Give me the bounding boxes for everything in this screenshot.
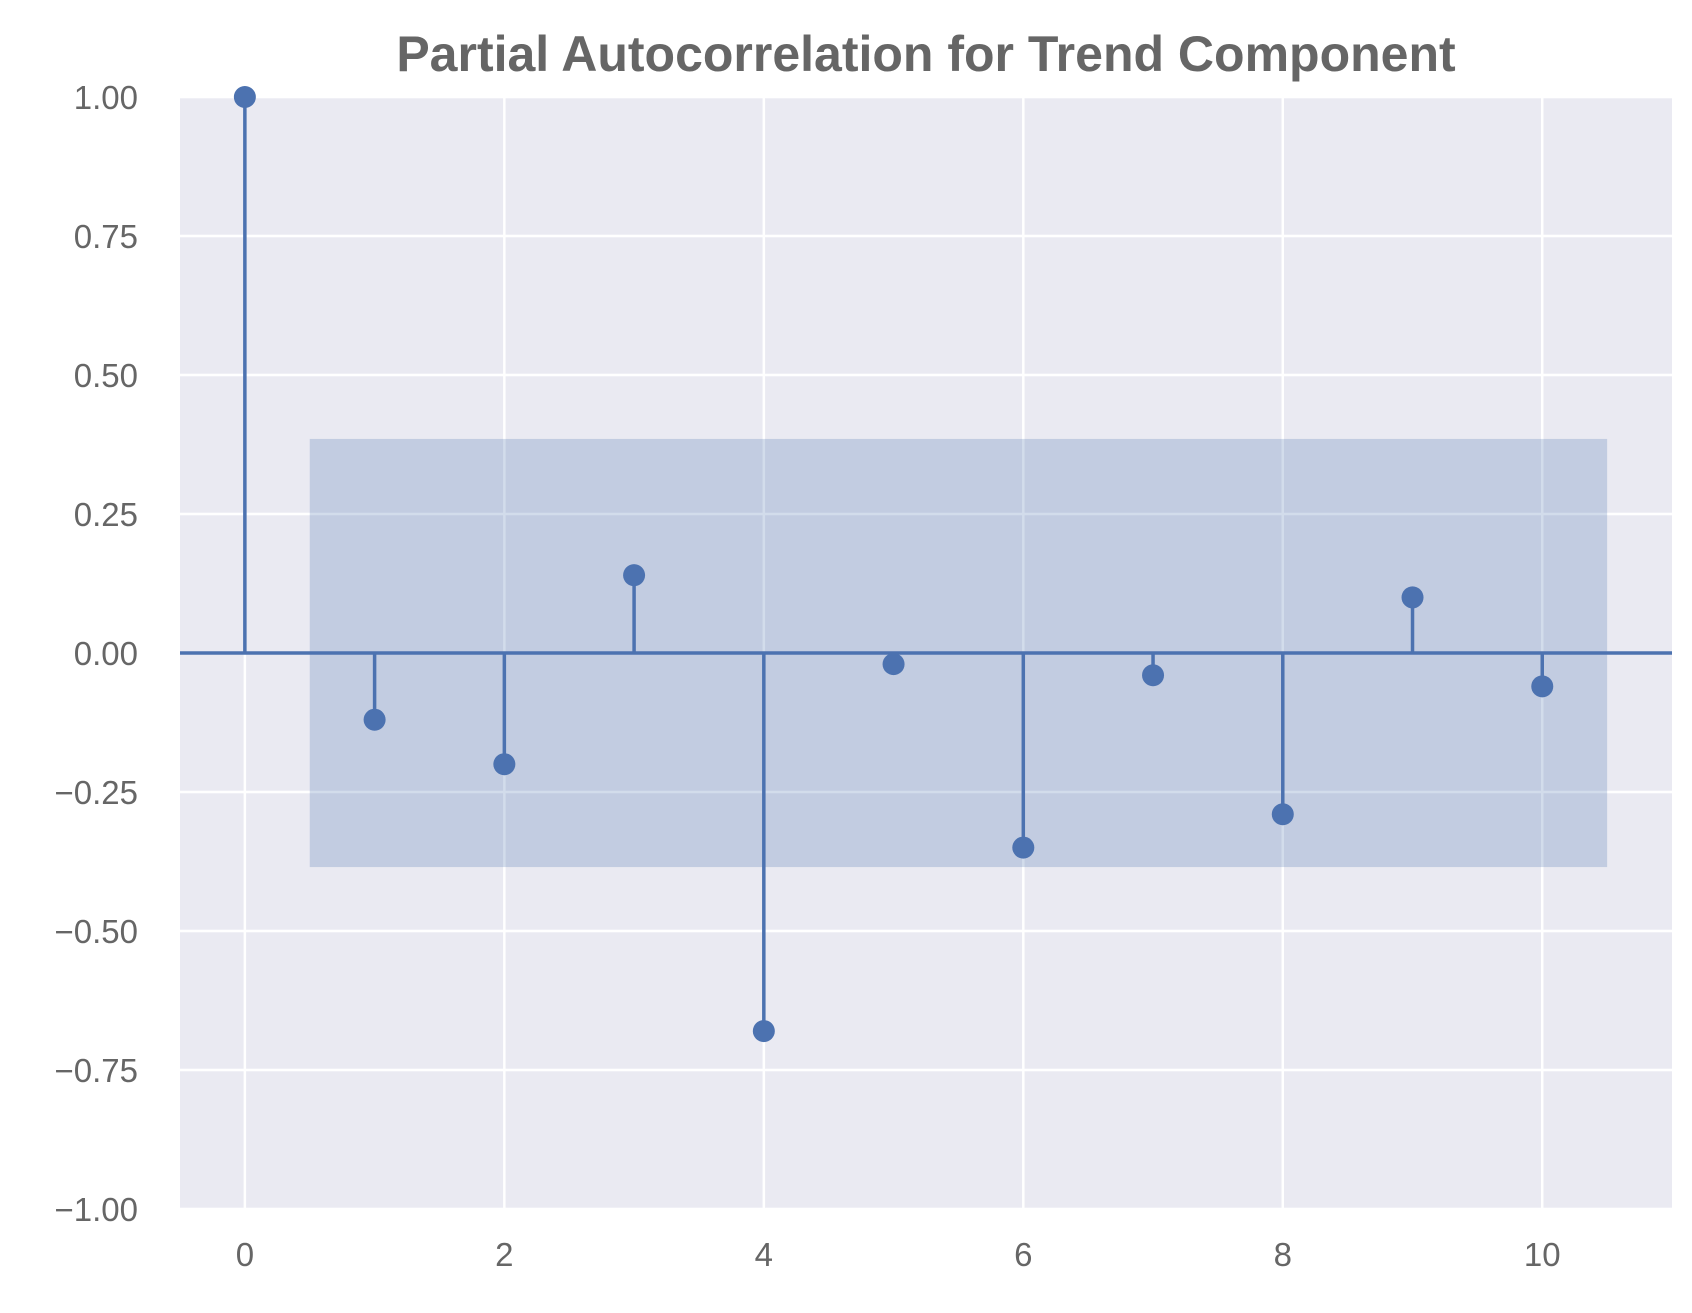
y-tick-label: 0.50 xyxy=(74,357,138,394)
marker-lag-8 xyxy=(1271,803,1294,826)
marker-lag-2 xyxy=(493,753,516,776)
x-tick-label: 10 xyxy=(1524,1236,1561,1273)
y-tick-label: 1.00 xyxy=(74,79,138,116)
chart-title: Partial Autocorrelation for Trend Compon… xyxy=(396,26,1456,82)
y-tick-label: 0.00 xyxy=(74,635,138,672)
marker-lag-10 xyxy=(1531,675,1554,698)
y-tick-label: −1.00 xyxy=(55,1191,139,1228)
marker-lag-9 xyxy=(1401,586,1424,609)
x-tick-label: 2 xyxy=(495,1236,513,1273)
x-tick-label: 4 xyxy=(755,1236,773,1273)
marker-lag-7 xyxy=(1142,664,1165,687)
markers xyxy=(233,86,1554,1043)
marker-lag-1 xyxy=(363,708,386,731)
x-tick-labels: 0 2 4 6 8 10 xyxy=(236,1236,1561,1273)
x-tick-label: 0 xyxy=(236,1236,254,1273)
y-tick-label: 0.75 xyxy=(74,218,138,255)
marker-lag-5 xyxy=(882,653,905,676)
y-tick-labels: 1.00 0.75 0.50 0.25 0.00 −0.25 −0.50 −0.75 −1.00 xyxy=(55,79,139,1228)
y-tick-label: −0.50 xyxy=(55,913,139,950)
x-tick-label: 6 xyxy=(1014,1236,1032,1273)
marker-lag-3 xyxy=(623,564,646,587)
y-tick-label: −0.25 xyxy=(55,774,139,811)
stems xyxy=(243,97,1545,1032)
y-tick-label: −0.75 xyxy=(55,1052,139,1089)
x-tick-label: 8 xyxy=(1274,1236,1292,1273)
marker-lag-6 xyxy=(1012,836,1035,859)
y-tick-label: 0.25 xyxy=(74,496,138,533)
marker-lag-4 xyxy=(752,1020,775,1043)
marker-lag-0 xyxy=(233,86,256,108)
